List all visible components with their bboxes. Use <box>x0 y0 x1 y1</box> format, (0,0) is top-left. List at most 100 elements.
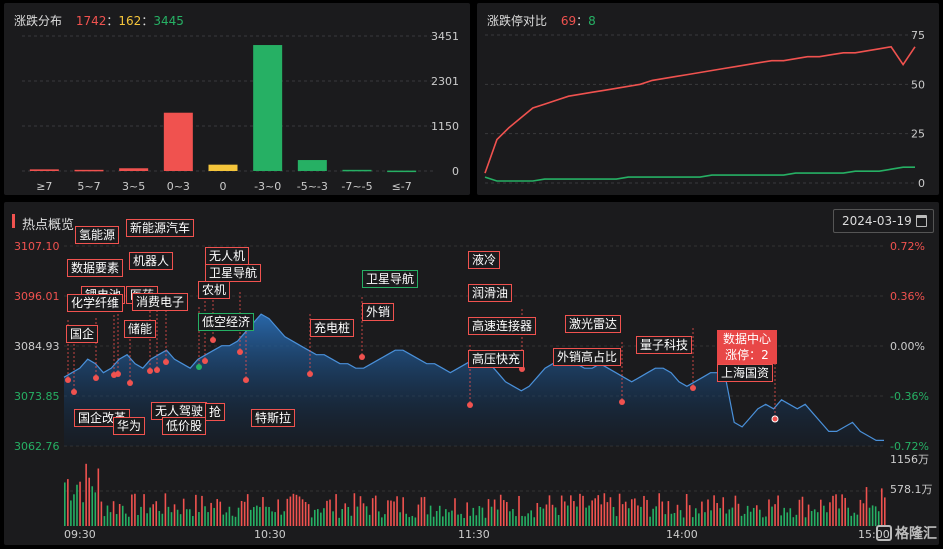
hot-tag[interactable]: 卫星导航 <box>362 270 419 288</box>
volume-bar <box>832 495 834 526</box>
hot-tag[interactable]: 抢 <box>205 403 226 421</box>
volume-bar <box>454 498 456 526</box>
hot-ytick-right: 0.36% <box>890 290 925 303</box>
hot-tag[interactable]: 储能 <box>124 320 157 338</box>
volume-bar <box>353 493 356 526</box>
volume-bar <box>310 517 313 526</box>
volume-bar <box>493 499 496 526</box>
logo-icon <box>876 525 892 541</box>
hot-tag[interactable]: 国企 <box>66 325 99 343</box>
volume-bar <box>862 503 865 526</box>
volume-bar <box>73 494 75 526</box>
dist-ytick: 2301 <box>431 75 459 88</box>
volume-bar <box>570 495 572 526</box>
hot-tag[interactable]: 特斯拉 <box>251 409 296 427</box>
tooltip-name: 数据中心 <box>722 332 771 346</box>
time-tick: 11:30 <box>458 528 490 541</box>
hot-tag[interactable]: 卫星导航 <box>205 264 262 282</box>
limit-panel: 涨跌停对比 69：8 75 50 25 0 <box>477 3 939 195</box>
volume-bar <box>112 501 115 526</box>
event-marker <box>115 371 121 377</box>
volume-bar <box>801 496 804 526</box>
volume-bar <box>789 508 792 526</box>
volume-bar <box>161 513 164 526</box>
volume-bar <box>374 495 377 526</box>
hot-tag[interactable]: 外销高占比 <box>553 348 622 366</box>
time-tick: 15:00 <box>858 528 890 541</box>
hot-tag[interactable]: 消费电子 <box>132 293 189 311</box>
hot-tag[interactable]: 化学纤维 <box>67 294 124 312</box>
volume-bar <box>67 479 69 526</box>
volume-bar <box>725 513 728 526</box>
volume-bar <box>234 516 237 526</box>
volume-bar <box>557 514 560 526</box>
volume-bar <box>246 494 249 526</box>
calendar-icon[interactable] <box>916 215 927 227</box>
dist-xtick: -3~0 <box>254 180 281 193</box>
volume-bar <box>512 509 514 526</box>
volume-bar <box>609 497 612 526</box>
volume-bar <box>847 507 850 526</box>
volume-bar <box>88 477 90 526</box>
limit-header: 涨跌停对比 69：8 <box>487 12 596 29</box>
hot-tag[interactable]: 低空经济 <box>198 313 255 331</box>
hot-tag[interactable]: 润滑油 <box>468 284 513 302</box>
volume-bar <box>524 516 526 526</box>
volume-bar <box>719 508 721 526</box>
volume-bar <box>274 512 276 526</box>
dist-xtick: ≤-7 <box>392 180 412 193</box>
date-value: 2024-03-19 <box>842 214 912 228</box>
volume-bar <box>222 514 225 526</box>
volume-bar <box>91 486 94 526</box>
hot-tag[interactable]: 氢能源 <box>75 226 120 244</box>
hot-tag[interactable]: 低价股 <box>162 417 207 435</box>
hot-tag[interactable]: 充电桩 <box>310 319 355 337</box>
volume-bar <box>859 499 862 526</box>
hot-tag[interactable]: 液冷 <box>468 251 501 269</box>
dist-xtick: 3~5 <box>122 180 145 193</box>
volume-bar <box>231 515 234 526</box>
hot-tag[interactable]: 数据要素 <box>67 259 124 277</box>
volume-bar <box>103 516 106 526</box>
time-tick: 10:30 <box>254 528 286 541</box>
hot-tag[interactable]: 激光雷达 <box>565 315 622 333</box>
volume-bar <box>871 505 874 526</box>
volume-bar <box>874 506 877 526</box>
volume-bar <box>268 507 270 526</box>
event-marker <box>237 349 243 355</box>
event-marker <box>154 367 160 373</box>
hot-tag[interactable]: 无人驾驶 <box>151 402 208 420</box>
volume-bar <box>368 514 371 526</box>
hot-tag[interactable]: 量子科技 <box>636 336 693 354</box>
volume-bar <box>451 510 453 526</box>
volume-bar <box>411 515 414 526</box>
volume-bar <box>676 504 679 526</box>
volume-bar <box>804 517 807 526</box>
volume-bar <box>280 514 283 526</box>
hot-tag[interactable]: 高速连接器 <box>468 317 537 335</box>
volume-bar <box>582 495 584 526</box>
hot-tag[interactable]: 农机 <box>198 281 231 299</box>
volume-bar <box>176 509 179 526</box>
hot-title: 热点概览 <box>22 218 75 233</box>
date-picker[interactable]: 2024-03-19 <box>833 209 934 233</box>
volume-bar <box>884 497 886 526</box>
volume-bar <box>478 506 481 526</box>
volume-bar <box>307 504 310 526</box>
hot-tag[interactable]: 无人机 <box>205 247 250 265</box>
hot-tag[interactable]: 高压快充 <box>468 350 525 368</box>
hot-tag[interactable]: 外销 <box>362 303 395 321</box>
hot-tag[interactable]: 机器人 <box>129 252 174 270</box>
volume-bar <box>774 504 776 526</box>
volume-bar <box>865 487 868 526</box>
hot-tag[interactable]: 华为 <box>113 417 146 435</box>
volume-bar <box>219 501 222 526</box>
volume-bar <box>518 495 520 526</box>
volume-bar <box>356 506 359 526</box>
hot-tag[interactable]: 新能源汽车 <box>126 219 195 237</box>
volume-bar <box>335 494 337 526</box>
dist-ytick: 1150 <box>431 120 459 133</box>
volume-bar <box>530 510 532 526</box>
volume-tick: 578.1万 <box>890 483 933 496</box>
volume-bar <box>414 517 417 526</box>
